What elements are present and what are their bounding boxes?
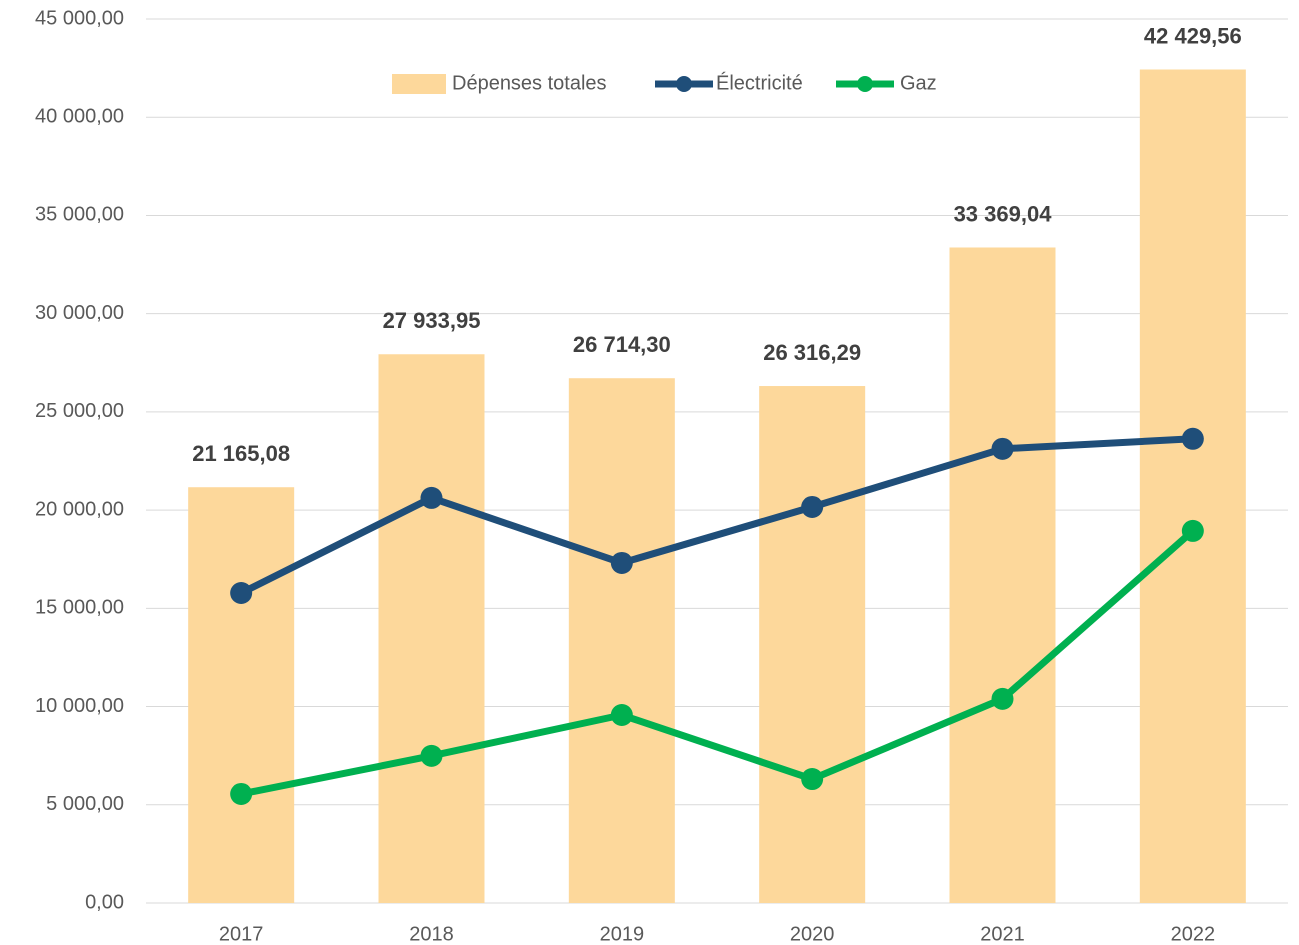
legend-label: Dépenses totales [452,72,607,94]
point [420,486,443,509]
y-tick-label: 5 000,00 [46,793,124,815]
legend-swatch [676,76,692,92]
point [230,782,253,805]
y-tick-label: 0,00 [85,891,124,913]
point [801,495,824,518]
point [991,437,1014,460]
y-tick-label: 10 000,00 [35,695,124,717]
bar [568,378,675,904]
point [610,551,633,574]
x-tick-label: 2017 [219,923,264,945]
legend-swatch [857,76,873,92]
point [230,582,253,605]
y-tick-label: 35 000,00 [35,204,124,226]
y-tick-label: 25 000,00 [35,400,124,422]
x-tick-label: 2019 [600,923,645,945]
point [801,768,824,791]
y-tick-label: 15 000,00 [35,597,124,619]
line [239,435,1194,597]
legend-swatch [392,74,446,94]
y-tick-label: 30 000,00 [35,302,124,324]
y-tick-label: 45 000,00 [35,7,124,29]
bar [949,247,1056,903]
point [610,704,633,727]
legend-label: Électricité [716,71,803,94]
data-label: 26 316,29 [763,340,861,365]
data-label: 26 714,30 [573,332,671,357]
data-label: 42 429,56 [1144,23,1242,48]
legend-label: Gaz [900,72,937,94]
bar [378,354,485,904]
point [991,687,1014,710]
point [1181,519,1204,542]
point [1181,427,1204,450]
y-tick-label: 20 000,00 [35,498,124,520]
x-tick-label: 2020 [790,923,835,945]
bar [188,487,295,903]
data-label: 21 165,08 [192,441,290,466]
x-tick-label: 2022 [1171,923,1216,945]
data-label: 27 933,95 [383,308,481,333]
bar [1139,69,1246,903]
x-tick-label: 2021 [980,923,1025,945]
y-tick-label: 40 000,00 [35,106,124,128]
point [420,744,443,767]
line [240,528,1196,798]
bar [759,386,866,903]
x-tick-label: 2018 [409,923,454,945]
data-label: 33 369,04 [954,201,1053,226]
